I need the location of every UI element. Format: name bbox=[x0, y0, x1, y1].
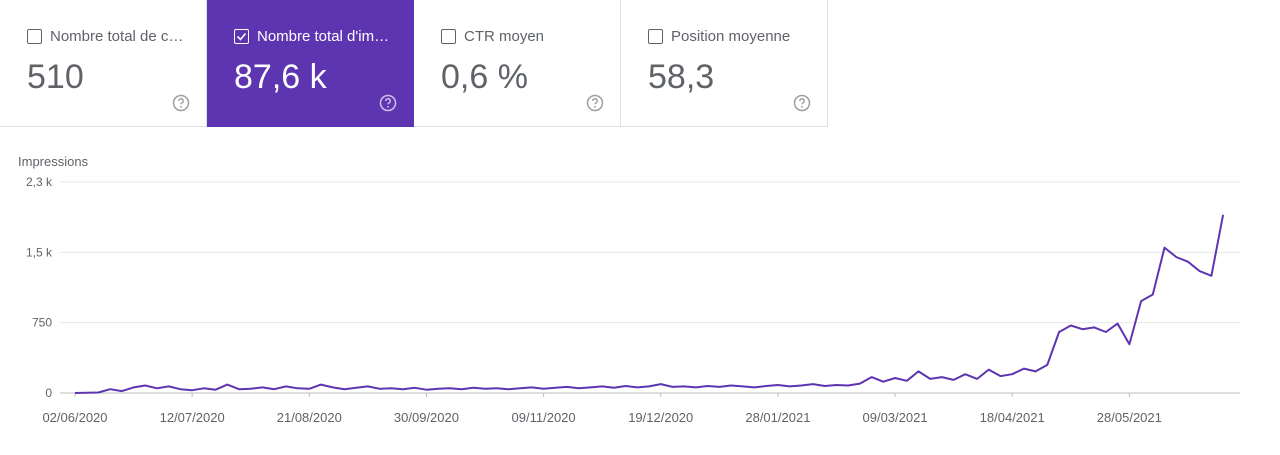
y-tick-label: 2,3 k bbox=[26, 175, 53, 189]
card-title: CTR moyen bbox=[464, 28, 545, 45]
card-value: 0,6 % bbox=[441, 58, 528, 96]
y-tick-label: 0 bbox=[45, 386, 52, 400]
help-icon[interactable] bbox=[793, 94, 811, 112]
metric-card[interactable]: Position moyenne 58,3 bbox=[621, 0, 828, 127]
card-value: 510 bbox=[27, 58, 84, 96]
y-tick-label: 750 bbox=[32, 316, 52, 330]
checkbox[interactable] bbox=[648, 29, 663, 44]
x-tick-label: 30/09/2020 bbox=[394, 410, 459, 425]
checkbox[interactable] bbox=[441, 29, 456, 44]
impressions-line bbox=[74, 214, 1225, 394]
x-tick-label: 02/06/2020 bbox=[42, 410, 107, 425]
card-title: Nombre total d'im… bbox=[257, 28, 390, 45]
checkbox[interactable] bbox=[27, 29, 42, 44]
card-title: Nombre total de c… bbox=[50, 28, 184, 45]
metric-card[interactable]: CTR moyen 0,6 % bbox=[414, 0, 621, 127]
help-icon[interactable] bbox=[172, 94, 190, 112]
card-value: 87,6 k bbox=[234, 58, 327, 96]
help-icon[interactable] bbox=[379, 94, 397, 112]
metric-cards: Nombre total de c… 510 Nombre total d'im… 8… bbox=[0, 0, 828, 127]
card-value: 58,3 bbox=[648, 58, 715, 96]
y-tick-label: 1,5 k bbox=[26, 245, 53, 259]
x-tick-label: 28/01/2021 bbox=[745, 410, 810, 425]
card-title: Position moyenne bbox=[671, 28, 791, 45]
x-tick-label: 21/08/2020 bbox=[277, 410, 342, 425]
help-icon[interactable] bbox=[586, 94, 604, 112]
metric-card[interactable]: Nombre total de c… 510 bbox=[0, 0, 207, 127]
x-tick-label: 09/11/2020 bbox=[512, 410, 576, 425]
x-tick-label: 12/07/2020 bbox=[160, 410, 225, 425]
x-tick-label: 19/12/2020 bbox=[628, 410, 693, 425]
x-tick-label: 28/05/2021 bbox=[1097, 410, 1162, 425]
metric-card[interactable]: Nombre total d'im… 87,6 k bbox=[207, 0, 414, 127]
x-tick-label: 09/03/2021 bbox=[863, 410, 928, 425]
x-tick-label: 18/04/2021 bbox=[980, 410, 1045, 425]
checkbox[interactable] bbox=[234, 29, 249, 44]
y-axis-label: Impressions bbox=[18, 154, 89, 169]
